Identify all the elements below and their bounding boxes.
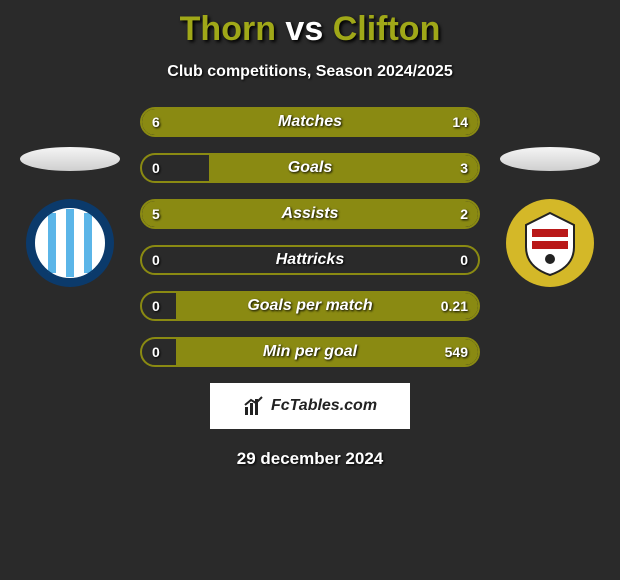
stat-label: Goals xyxy=(142,155,478,181)
subtitle: Club competitions, Season 2024/2025 xyxy=(0,63,620,81)
chart-icon xyxy=(243,395,265,417)
pedestal-left xyxy=(20,147,120,171)
comparison-title: Thorn vs Clifton xyxy=(0,0,620,49)
brand-text: FcTables.com xyxy=(271,397,377,415)
brand-logo: FcTables.com xyxy=(210,383,410,429)
stat-row: 00.21Goals per match xyxy=(140,291,480,321)
stat-row: 0549Min per goal xyxy=(140,337,480,367)
stat-label: Min per goal xyxy=(142,339,478,365)
crest-left-icon xyxy=(26,199,114,287)
crest-right-icon xyxy=(506,199,594,287)
pedestal-right xyxy=(500,147,600,171)
stat-row: 614Matches xyxy=(140,107,480,137)
stat-label: Hattricks xyxy=(142,247,478,273)
player-right-name: Clifton xyxy=(333,10,441,48)
stat-row: 52Assists xyxy=(140,199,480,229)
stat-label: Matches xyxy=(142,109,478,135)
stat-label: Goals per match xyxy=(142,293,478,319)
stats-bars: 614Matches 03Goals 52Assists 00Hattricks 00.… xyxy=(140,107,480,367)
stat-row: 03Goals xyxy=(140,153,480,183)
stat-label: Assists xyxy=(142,201,478,227)
stat-row: 00Hattricks xyxy=(140,245,480,275)
vs-word: vs xyxy=(285,10,323,48)
team-right-badge xyxy=(500,147,600,287)
team-left-badge xyxy=(20,147,120,287)
player-left-name: Thorn xyxy=(180,10,276,48)
date-text: 29 december 2024 xyxy=(0,449,620,469)
comparison-arena: 614Matches 03Goals 52Assists 00Hattricks 00.… xyxy=(0,107,620,367)
